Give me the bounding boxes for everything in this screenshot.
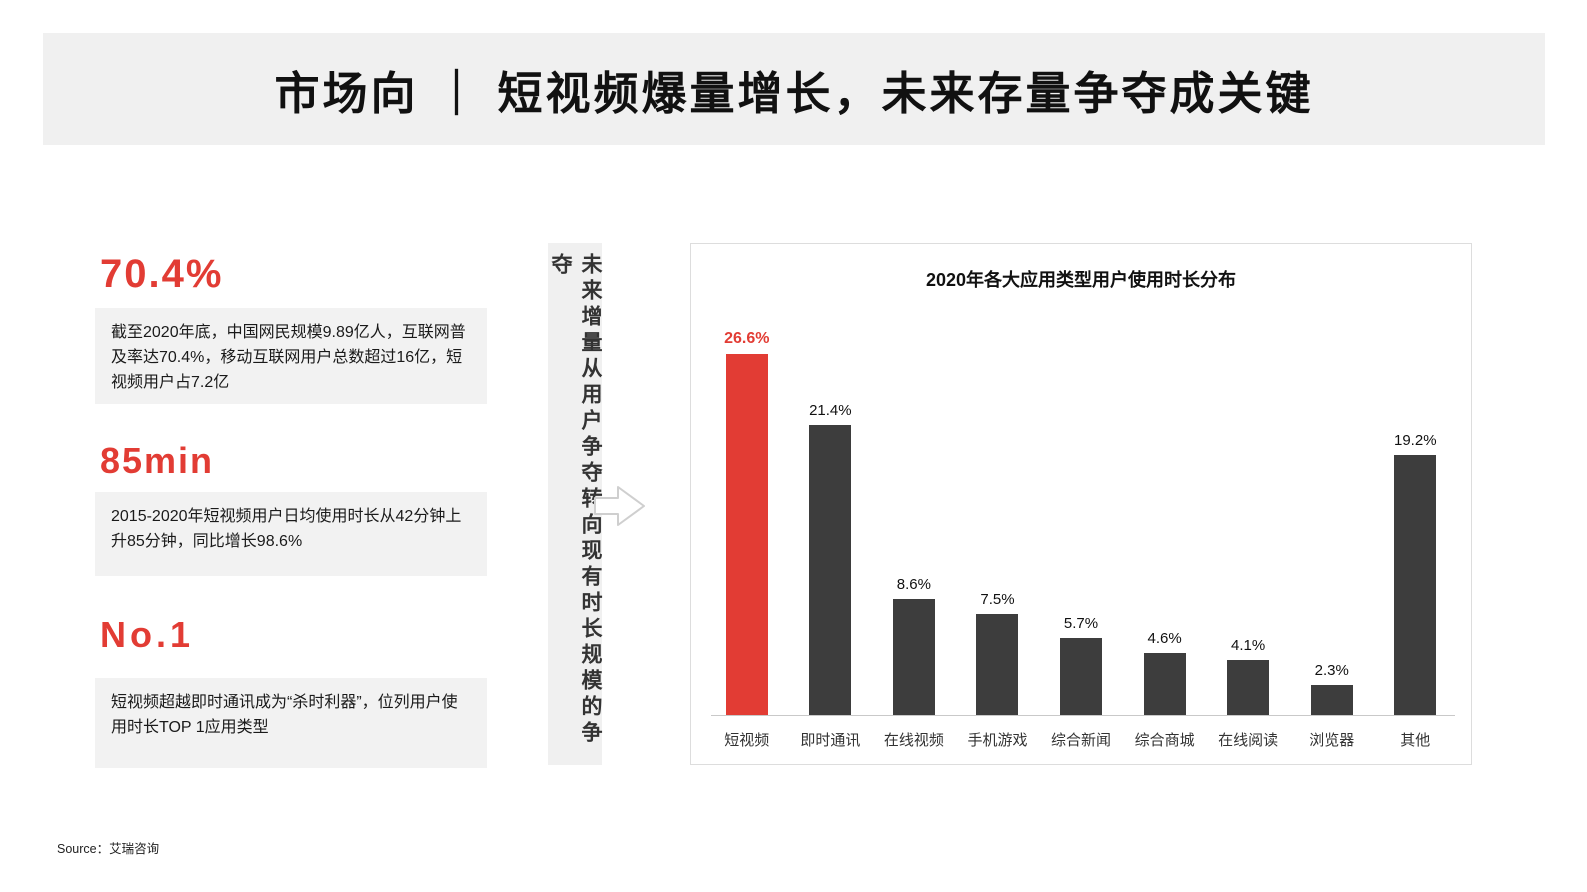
stat-value-85min: 85min [100, 440, 215, 481]
chart-title: 2020年各大应用类型用户使用时长分布 [925, 270, 1237, 290]
right-arrow-icon [594, 482, 648, 530]
bar-category-label: 手机游戏 [967, 732, 1028, 749]
stat-description-top-category: 短视频超越即时通讯成为“杀时利器”，位列用户使用时长TOP 1应用类型 [95, 678, 487, 768]
bar-value-label: 2.3% [1314, 662, 1349, 679]
bar-value-label: 26.6% [724, 330, 770, 347]
bar-value-label: 4.1% [1231, 637, 1266, 654]
bar-value-label: 7.5% [980, 591, 1015, 608]
bar [725, 354, 768, 716]
bar-group: 4.6% 综合商城 [1123, 304, 1207, 758]
bar-category-label: 其他 [1400, 732, 1431, 749]
bar [1394, 455, 1437, 716]
bar [1060, 638, 1103, 716]
vertical-caption-text: 未来增量从用户争夺转向现有时长规模的争夺 [549, 253, 602, 747]
vertical-caption-strip: 未来增量从用户争夺转向现有时长规模的争夺 [548, 243, 602, 765]
bar [976, 614, 1019, 716]
bar-group: 2.3% 浏览器 [1290, 304, 1374, 758]
stat-description-internet-users: 截至2020年底，中国网民规模9.89亿人，互联网普及率达70.4%，移动互联网… [95, 308, 487, 404]
header-band: 市场向 ｜ 短视频爆量增长，未来存量争夺成关键 [43, 33, 1545, 145]
bar-category-label: 短视频 [724, 732, 770, 749]
bar-category-label: 在线阅读 [1218, 732, 1279, 749]
bar-group: 19.2% 其他 [1374, 304, 1458, 758]
stat-description-daily-usage: 2015-2020年短视频用户日均使用时长从42分钟上升85分钟，同比增长98.… [95, 492, 487, 576]
bar-value-label: 8.6% [896, 576, 931, 593]
bar-category-label: 在线视频 [883, 732, 944, 749]
bar-category-label: 综合商城 [1134, 732, 1195, 749]
bar [809, 425, 852, 716]
bar-value-label: 5.7% [1063, 615, 1099, 632]
bar-group: 4.1% 在线阅读 [1206, 304, 1290, 758]
bar [1227, 660, 1270, 716]
bar-value-label: 19.2% [1394, 432, 1437, 449]
bar-value-label: 4.6% [1147, 630, 1182, 647]
page-title: 市场向 ｜ 短视频爆量增长，未来存量争夺成关键 [274, 67, 1314, 119]
bar-plot-area: 26.6% 短视频 21.4% 即时通讯 8.6% 在线视频 7.5% 手机游戏 5.7% 综合新… [705, 304, 1457, 758]
bar [1143, 653, 1186, 716]
bar-group: 26.6% 短视频 [705, 304, 789, 758]
bar-category-label: 即时通讯 [800, 732, 861, 749]
x-axis-line [711, 715, 1455, 716]
bar-category-label: 浏览器 [1309, 732, 1355, 749]
source-note: Source：艾瑞咨询 [57, 842, 160, 856]
stat-value-70-percent: 70.4% [100, 252, 224, 296]
bar-group: 21.4% 即时通讯 [789, 304, 873, 758]
bar [892, 599, 935, 716]
usage-distribution-chart: 2020年各大应用类型用户使用时长分布 26.6% 短视频 21.4% 即时通讯 8.6… [690, 243, 1472, 765]
bar-group: 5.7% 综合新闻 [1039, 304, 1123, 758]
bar [1310, 685, 1353, 716]
bar-category-label: 综合新闻 [1051, 732, 1112, 749]
bar-group: 7.5% 手机游戏 [956, 304, 1040, 758]
stat-value-no1: No.1 [100, 614, 195, 655]
bar-value-label: 21.4% [809, 402, 852, 419]
bar-group: 8.6% 在线视频 [872, 304, 956, 758]
